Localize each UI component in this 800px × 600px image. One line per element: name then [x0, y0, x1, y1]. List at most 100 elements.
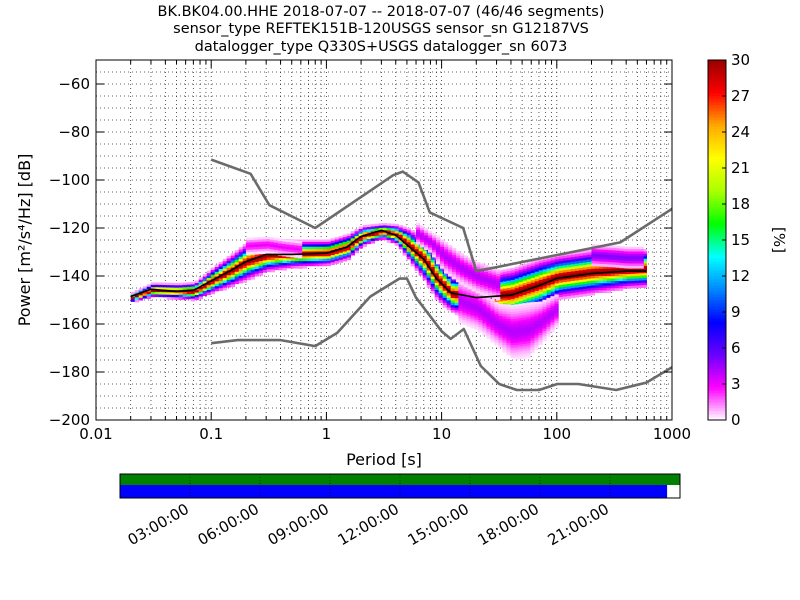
histogram-cell [534, 318, 539, 322]
histogram-cell [478, 322, 483, 326]
histogram-cell [542, 326, 547, 329]
histogram-cell [631, 249, 636, 252]
histogram-cell [286, 263, 291, 266]
histogram-cell [277, 248, 283, 251]
histogram-cell [322, 261, 327, 264]
histogram-cell [606, 290, 611, 294]
histogram-cell [514, 269, 519, 272]
histogram-cell [354, 231, 359, 234]
histogram-cell [506, 287, 511, 291]
histogram-cell [166, 294, 171, 298]
histogram-cell [570, 276, 575, 279]
histogram-cell [506, 352, 511, 356]
histogram-cell [494, 326, 499, 329]
histogram-cell [474, 317, 479, 321]
histogram-cell [281, 251, 287, 254]
histogram-cell [253, 247, 259, 250]
histogram-cell [178, 285, 183, 288]
histogram-cell [582, 277, 587, 280]
histogram-cell [454, 300, 459, 304]
histogram-cell [482, 308, 487, 312]
histogram-cell [326, 263, 331, 267]
histogram-cell [322, 239, 327, 243]
histogram-cell [298, 258, 303, 262]
histogram-cell [302, 261, 307, 264]
histogram-cell [158, 294, 163, 298]
histogram-cell [286, 265, 291, 269]
histogram-cell [526, 276, 531, 280]
histogram-cell [639, 265, 644, 269]
histogram-cell [414, 265, 419, 269]
histogram-cell [530, 277, 535, 281]
histogram-cell [546, 331, 551, 335]
histogram-cell [526, 267, 531, 270]
histogram-cell [432, 254, 437, 258]
histogram-cell [470, 303, 475, 307]
histogram-cell [370, 236, 375, 239]
histogram-cell [506, 295, 511, 298]
histogram-cell [448, 261, 453, 265]
histogram-cell [498, 316, 503, 319]
histogram-cell [210, 289, 215, 292]
histogram-cell [342, 258, 347, 262]
histogram-cell [322, 258, 327, 262]
histogram-cell [438, 288, 443, 291]
histogram-cell [234, 271, 239, 275]
histogram-cell [464, 257, 469, 261]
histogram-cell [150, 292, 155, 295]
histogram-cell [498, 282, 503, 285]
histogram-cell [615, 255, 620, 259]
histogram-cell [398, 246, 403, 250]
histogram-cell [242, 277, 247, 281]
histogram-cell [538, 311, 543, 314]
histogram-cell [238, 251, 243, 255]
histogram-cell [530, 287, 535, 291]
histogram-cell [130, 299, 135, 302]
histogram-cell [314, 239, 319, 243]
histogram-cell [498, 323, 503, 326]
histogram-cell [206, 282, 211, 286]
histogram-cell [603, 252, 608, 255]
histogram-cell [416, 229, 421, 233]
colorbar-tick-label: 3 [731, 375, 741, 393]
histogram-cell [574, 282, 579, 286]
histogram-cell [484, 272, 489, 275]
histogram-cell [542, 338, 547, 341]
colorbar-step [708, 342, 726, 346]
histogram-cell [484, 276, 489, 280]
histogram-cell [554, 283, 559, 287]
histogram-cell [418, 246, 423, 250]
histogram-cell [226, 265, 231, 269]
histogram-cell [530, 340, 535, 344]
histogram-cell [326, 261, 331, 264]
histogram-cell [554, 285, 559, 289]
histogram-cell [422, 277, 427, 281]
histogram-cell [522, 334, 527, 337]
histogram-cell [278, 267, 283, 271]
histogram-cell [362, 232, 367, 235]
histogram-cell [590, 287, 595, 291]
histogram-cell [542, 331, 547, 334]
histogram-cell [490, 339, 495, 343]
histogram-cell [498, 320, 503, 324]
histogram-cell [266, 267, 271, 270]
histogram-cell [642, 270, 647, 274]
histogram-cell [306, 253, 311, 257]
histogram-cell [318, 261, 323, 264]
histogram-cell [478, 327, 483, 330]
histogram-cell [420, 227, 425, 231]
histogram-cell [242, 272, 247, 276]
histogram-cell [289, 252, 295, 255]
histogram-cell [314, 263, 319, 267]
colorbar-step [708, 318, 726, 322]
colorbar-step [708, 354, 726, 358]
histogram-cell [623, 258, 628, 262]
histogram-cell [170, 294, 175, 298]
colorbar-step [708, 210, 726, 214]
histogram-cell [506, 326, 511, 329]
histogram-cell [598, 285, 603, 289]
histogram-cell [350, 248, 355, 251]
histogram-cell [522, 319, 527, 323]
histogram-cell [506, 333, 511, 336]
colorbar-step [708, 306, 726, 310]
